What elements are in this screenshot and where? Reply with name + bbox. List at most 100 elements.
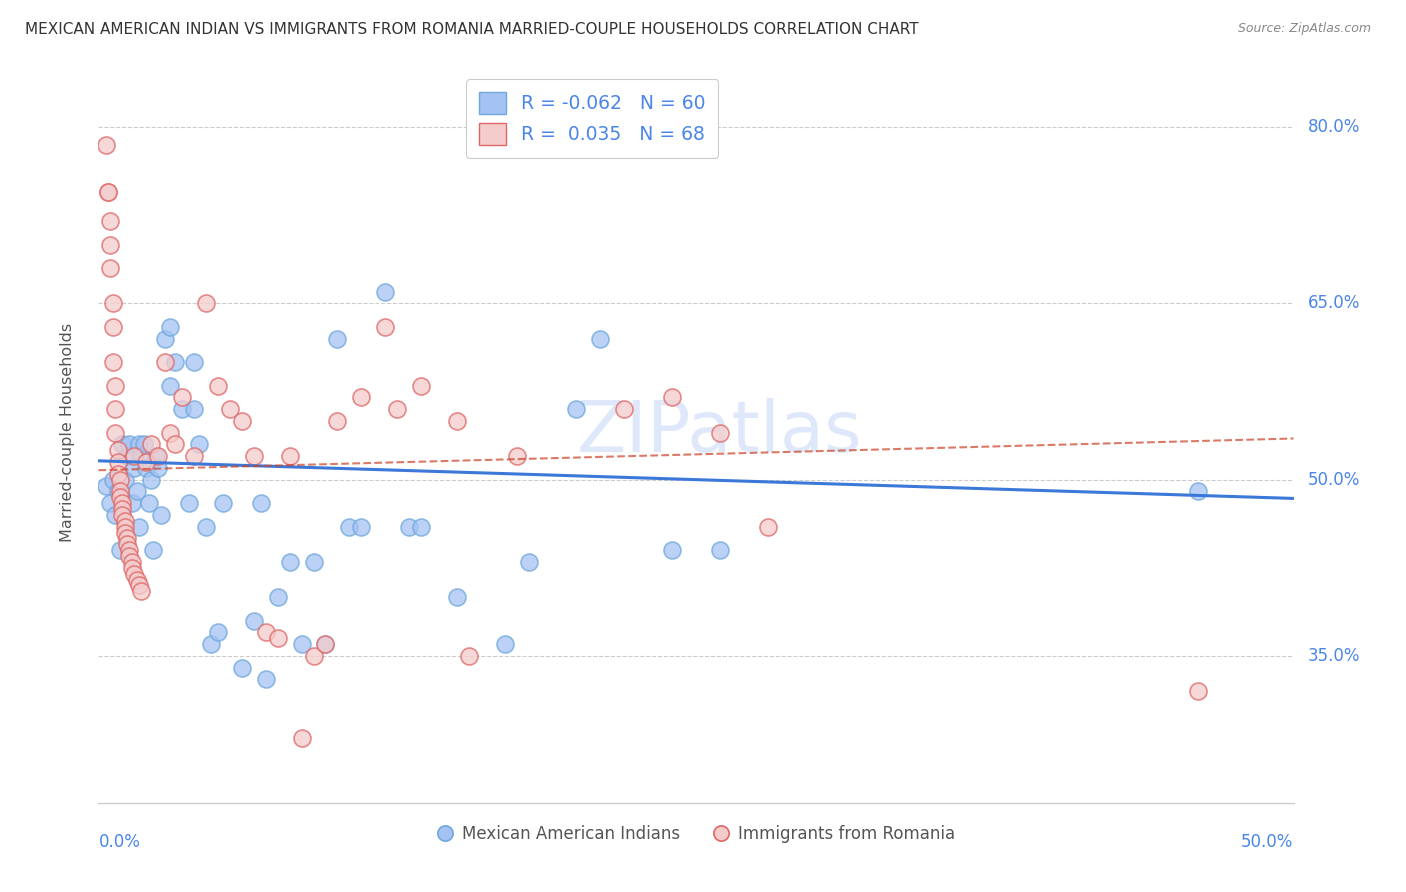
Point	[195, 519, 218, 533]
Point	[183, 449, 205, 463]
Point	[159, 319, 181, 334]
Point	[115, 537, 138, 551]
Point	[118, 549, 141, 563]
Point	[172, 402, 194, 417]
Point	[517, 555, 540, 569]
Point	[97, 185, 120, 199]
Point	[114, 519, 136, 533]
Point	[374, 319, 396, 334]
Point	[219, 402, 242, 417]
Point	[179, 496, 201, 510]
Point	[506, 449, 529, 463]
Point	[118, 437, 141, 451]
Point	[254, 673, 277, 687]
Point	[132, 437, 155, 451]
Point	[131, 584, 153, 599]
Point	[278, 555, 301, 569]
Point	[128, 519, 150, 533]
Point	[709, 425, 731, 440]
Point	[155, 332, 177, 346]
Point	[207, 625, 229, 640]
Point	[101, 355, 124, 369]
Point	[315, 637, 337, 651]
Point	[159, 378, 181, 392]
Point	[267, 632, 290, 646]
Legend: Mexican American Indians, Immigrants from Romania: Mexican American Indians, Immigrants fro…	[430, 819, 962, 850]
Point	[411, 519, 433, 533]
Text: Source: ZipAtlas.com: Source: ZipAtlas.com	[1237, 22, 1371, 36]
Point	[315, 637, 337, 651]
Text: 35.0%: 35.0%	[1308, 647, 1360, 665]
Point	[142, 543, 165, 558]
Point	[114, 525, 136, 540]
Point	[411, 378, 433, 392]
Text: ZIPatlas: ZIPatlas	[576, 398, 863, 467]
Point	[98, 237, 122, 252]
Point	[661, 390, 683, 404]
Point	[554, 120, 576, 134]
Point	[98, 496, 122, 510]
Point	[107, 443, 129, 458]
Point	[155, 355, 177, 369]
Point	[98, 214, 122, 228]
Point	[101, 473, 124, 487]
Point	[121, 561, 143, 575]
Point	[108, 484, 131, 499]
Point	[267, 590, 290, 604]
Text: 0.0%: 0.0%	[98, 833, 141, 851]
Point	[104, 425, 127, 440]
Point	[115, 532, 138, 546]
Point	[98, 261, 122, 276]
Point	[111, 508, 134, 522]
Point	[124, 461, 146, 475]
Point	[187, 437, 209, 451]
Point	[108, 543, 131, 558]
Point	[145, 449, 167, 463]
Point	[1187, 484, 1209, 499]
Point	[183, 402, 205, 417]
Point	[374, 285, 396, 299]
Point	[114, 514, 136, 528]
Point	[107, 455, 129, 469]
Point	[108, 473, 131, 487]
Point	[125, 484, 148, 499]
Point	[124, 449, 146, 463]
Point	[302, 648, 325, 663]
Point	[139, 437, 162, 451]
Point	[589, 332, 612, 346]
Point	[385, 402, 409, 417]
Point	[114, 473, 136, 487]
Point	[131, 449, 153, 463]
Point	[243, 449, 266, 463]
Point	[148, 449, 170, 463]
Point	[458, 648, 481, 663]
Point	[135, 455, 157, 469]
Point	[302, 555, 325, 569]
Point	[243, 614, 266, 628]
Point	[107, 467, 129, 481]
Point	[211, 496, 233, 510]
Point	[118, 543, 141, 558]
Point	[613, 402, 636, 417]
Point	[231, 414, 253, 428]
Point	[163, 355, 186, 369]
Point	[278, 449, 301, 463]
Point	[183, 355, 205, 369]
Point	[101, 319, 124, 334]
Point	[446, 590, 468, 604]
Text: 50.0%: 50.0%	[1308, 471, 1360, 489]
Point	[1187, 684, 1209, 698]
Point	[207, 378, 229, 392]
Point	[350, 519, 373, 533]
Point	[172, 390, 194, 404]
Point	[104, 402, 127, 417]
Point	[200, 637, 222, 651]
Point	[121, 496, 143, 510]
Point	[128, 437, 150, 451]
Point	[163, 437, 186, 451]
Point	[756, 519, 779, 533]
Point	[326, 332, 349, 346]
Point	[159, 425, 181, 440]
Point	[291, 731, 314, 746]
Point	[125, 573, 148, 587]
